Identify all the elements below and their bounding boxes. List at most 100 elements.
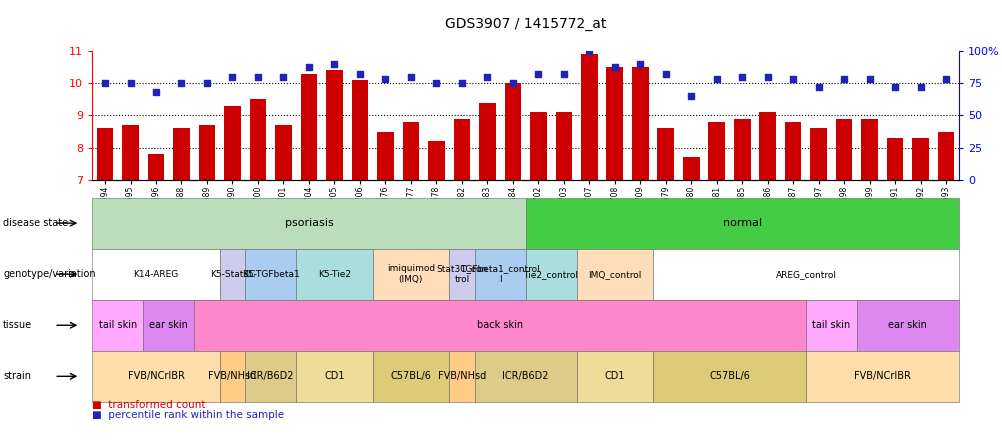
Point — [453, 80, 469, 87]
Point — [733, 73, 749, 80]
Bar — [606, 67, 622, 180]
Text: genotype/variation: genotype/variation — [3, 269, 95, 279]
Text: ear skin: ear skin — [888, 320, 927, 330]
Text: TGFbeta1_control
l: TGFbeta1_control l — [460, 265, 539, 284]
Text: ICR/B6D2: ICR/B6D2 — [502, 371, 548, 381]
Bar — [301, 74, 317, 180]
Text: GDS3907 / 1415772_at: GDS3907 / 1415772_at — [445, 17, 605, 31]
Text: normal: normal — [721, 218, 762, 228]
Bar — [707, 122, 724, 180]
Bar — [249, 99, 266, 180]
Text: IMQ_control: IMQ_control — [587, 270, 641, 279]
Point — [326, 60, 342, 67]
Text: C57BL/6: C57BL/6 — [390, 371, 431, 381]
Text: CD1: CD1 — [324, 371, 345, 381]
Text: imiquimod
(IMQ): imiquimod (IMQ) — [387, 265, 435, 284]
Text: Tie2_control: Tie2_control — [523, 270, 578, 279]
Point — [785, 76, 801, 83]
Bar — [810, 128, 826, 180]
Point — [886, 83, 902, 91]
Bar — [173, 128, 189, 180]
Text: FVB/NHsd: FVB/NHsd — [437, 371, 486, 381]
Point — [249, 73, 266, 80]
Text: K5-Tie2: K5-Tie2 — [318, 270, 351, 279]
Text: strain: strain — [3, 371, 31, 381]
Point — [352, 71, 368, 78]
Bar — [352, 80, 368, 180]
Bar — [377, 131, 393, 180]
Text: AREG_control: AREG_control — [775, 270, 836, 279]
Point — [810, 83, 826, 91]
Bar — [529, 112, 546, 180]
Point — [301, 63, 317, 70]
Bar — [198, 125, 215, 180]
Text: tail skin: tail skin — [98, 320, 136, 330]
Bar — [224, 106, 240, 180]
Text: ear skin: ear skin — [149, 320, 188, 330]
Bar — [861, 119, 877, 180]
Point — [479, 73, 495, 80]
Text: K14-AREG: K14-AREG — [133, 270, 178, 279]
Point — [657, 71, 673, 78]
Bar — [96, 128, 113, 180]
Point — [861, 76, 877, 83]
Bar — [886, 138, 903, 180]
Bar — [785, 122, 801, 180]
Point — [759, 73, 775, 80]
Point — [173, 80, 189, 87]
Point — [504, 80, 520, 87]
Point — [403, 73, 419, 80]
Text: FVB/NCrIBR: FVB/NCrIBR — [853, 371, 910, 381]
Bar — [555, 112, 571, 180]
Text: ICR/B6D2: ICR/B6D2 — [247, 371, 294, 381]
Point — [631, 60, 647, 67]
Point — [682, 93, 698, 100]
Bar — [147, 154, 164, 180]
Point — [912, 83, 928, 91]
Bar — [402, 122, 419, 180]
Bar — [759, 112, 776, 180]
Point — [276, 73, 292, 80]
Point — [937, 76, 953, 83]
Text: ■  transformed count: ■ transformed count — [92, 400, 205, 410]
Text: psoriasis: psoriasis — [285, 218, 333, 228]
Bar — [937, 131, 954, 180]
Point — [428, 80, 444, 87]
Point — [377, 76, 393, 83]
Text: FVB/NCrIBR: FVB/NCrIBR — [127, 371, 184, 381]
Text: tissue: tissue — [3, 320, 32, 330]
Point — [836, 76, 852, 83]
Bar — [122, 125, 138, 180]
Bar — [835, 119, 852, 180]
Text: back skin: back skin — [477, 320, 523, 330]
Point — [581, 48, 597, 55]
Text: K5-TGFbeta1: K5-TGFbeta1 — [241, 270, 300, 279]
Text: disease state: disease state — [3, 218, 68, 228]
Text: ■  percentile rank within the sample: ■ percentile rank within the sample — [92, 410, 285, 420]
Bar — [275, 125, 292, 180]
Text: tail skin: tail skin — [812, 320, 850, 330]
Bar — [682, 157, 698, 180]
Bar — [631, 67, 648, 180]
Point — [555, 71, 571, 78]
Bar — [912, 138, 928, 180]
Point — [148, 89, 164, 96]
Bar — [657, 128, 673, 180]
Bar — [428, 141, 444, 180]
Text: FVB/NHsd: FVB/NHsd — [208, 371, 257, 381]
Point — [530, 71, 546, 78]
Text: Stat3C_con
trol: Stat3C_con trol — [436, 265, 487, 284]
Text: CD1: CD1 — [604, 371, 624, 381]
Text: K5-Stat3C: K5-Stat3C — [209, 270, 255, 279]
Point — [198, 80, 214, 87]
Point — [122, 80, 138, 87]
Point — [708, 76, 724, 83]
Bar — [326, 71, 343, 180]
Bar — [733, 119, 749, 180]
Point — [97, 80, 113, 87]
Bar — [479, 103, 495, 180]
Point — [606, 63, 622, 70]
Point — [224, 73, 240, 80]
Bar — [453, 119, 470, 180]
Bar — [504, 83, 521, 180]
